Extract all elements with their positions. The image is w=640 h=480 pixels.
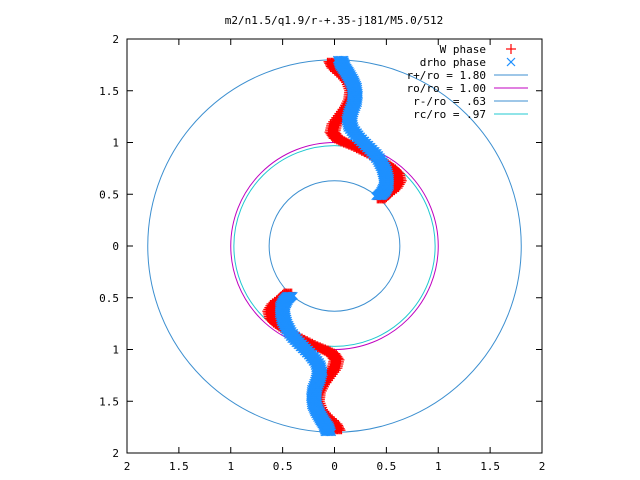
y-tick-label: 1 (112, 137, 119, 150)
legend-drho-phase-symbol (506, 57, 516, 67)
y-tick-label: 2 (112, 447, 119, 460)
x-tick-label: 1.5 (169, 460, 189, 473)
legend-label: ro/ro = 1.00 (407, 82, 486, 95)
drho-phase-point (287, 291, 296, 300)
y-tick-label: 1.5 (99, 395, 119, 408)
y-tick-label: 0.5 (99, 292, 119, 305)
drho-phase-point (379, 192, 387, 201)
legend-label: drho phase (420, 56, 486, 69)
circle-rro (268, 180, 401, 312)
legend-label: W phase (440, 43, 486, 56)
y-tick-label: 2 (112, 33, 119, 46)
x-tick-label: 1 (227, 460, 234, 473)
x-tick-label: 0 (331, 460, 338, 473)
legend-w-phase-symbol (506, 44, 516, 54)
drho-phase-point (289, 291, 298, 300)
legend-label: r+/ro = 1.80 (407, 69, 486, 82)
x-tick-label: 1.5 (480, 460, 500, 473)
y-tick-label: 1 (112, 344, 119, 357)
circle-rcro (233, 145, 436, 347)
y-tick-label: 1.5 (99, 85, 119, 98)
y-tick-label: 0.5 (99, 188, 119, 201)
y-tick-label: 0 (112, 240, 119, 253)
y-tick-labels: 2 1.5 1 0.5 0 0.5 1 1.5 2 (99, 33, 119, 460)
circle-roro (230, 142, 439, 350)
drho-phase-point (377, 192, 386, 201)
legend-label: r-/ro = .63 (413, 95, 486, 108)
axis-ticks (126, 38, 543, 454)
drho-phase-point (376, 192, 385, 201)
phase-markers (262, 55, 407, 437)
chart-title: m2/n1.5/q1.9/r-+.35-j181/M5.0/512 (225, 14, 444, 27)
x-tick-label: 1 (435, 460, 442, 473)
x-tick-labels: 2 1.5 1 0.5 0 0.5 1 1.5 2 (124, 460, 546, 473)
x-tick-label: 0.5 (273, 460, 293, 473)
drho-phase-point (288, 291, 297, 300)
x-tick-label: 0.5 (376, 460, 396, 473)
legend-label: rc/ro = .97 (413, 108, 486, 121)
x-tick-label: 2 (124, 460, 131, 473)
x-tick-label: 2 (539, 460, 546, 473)
